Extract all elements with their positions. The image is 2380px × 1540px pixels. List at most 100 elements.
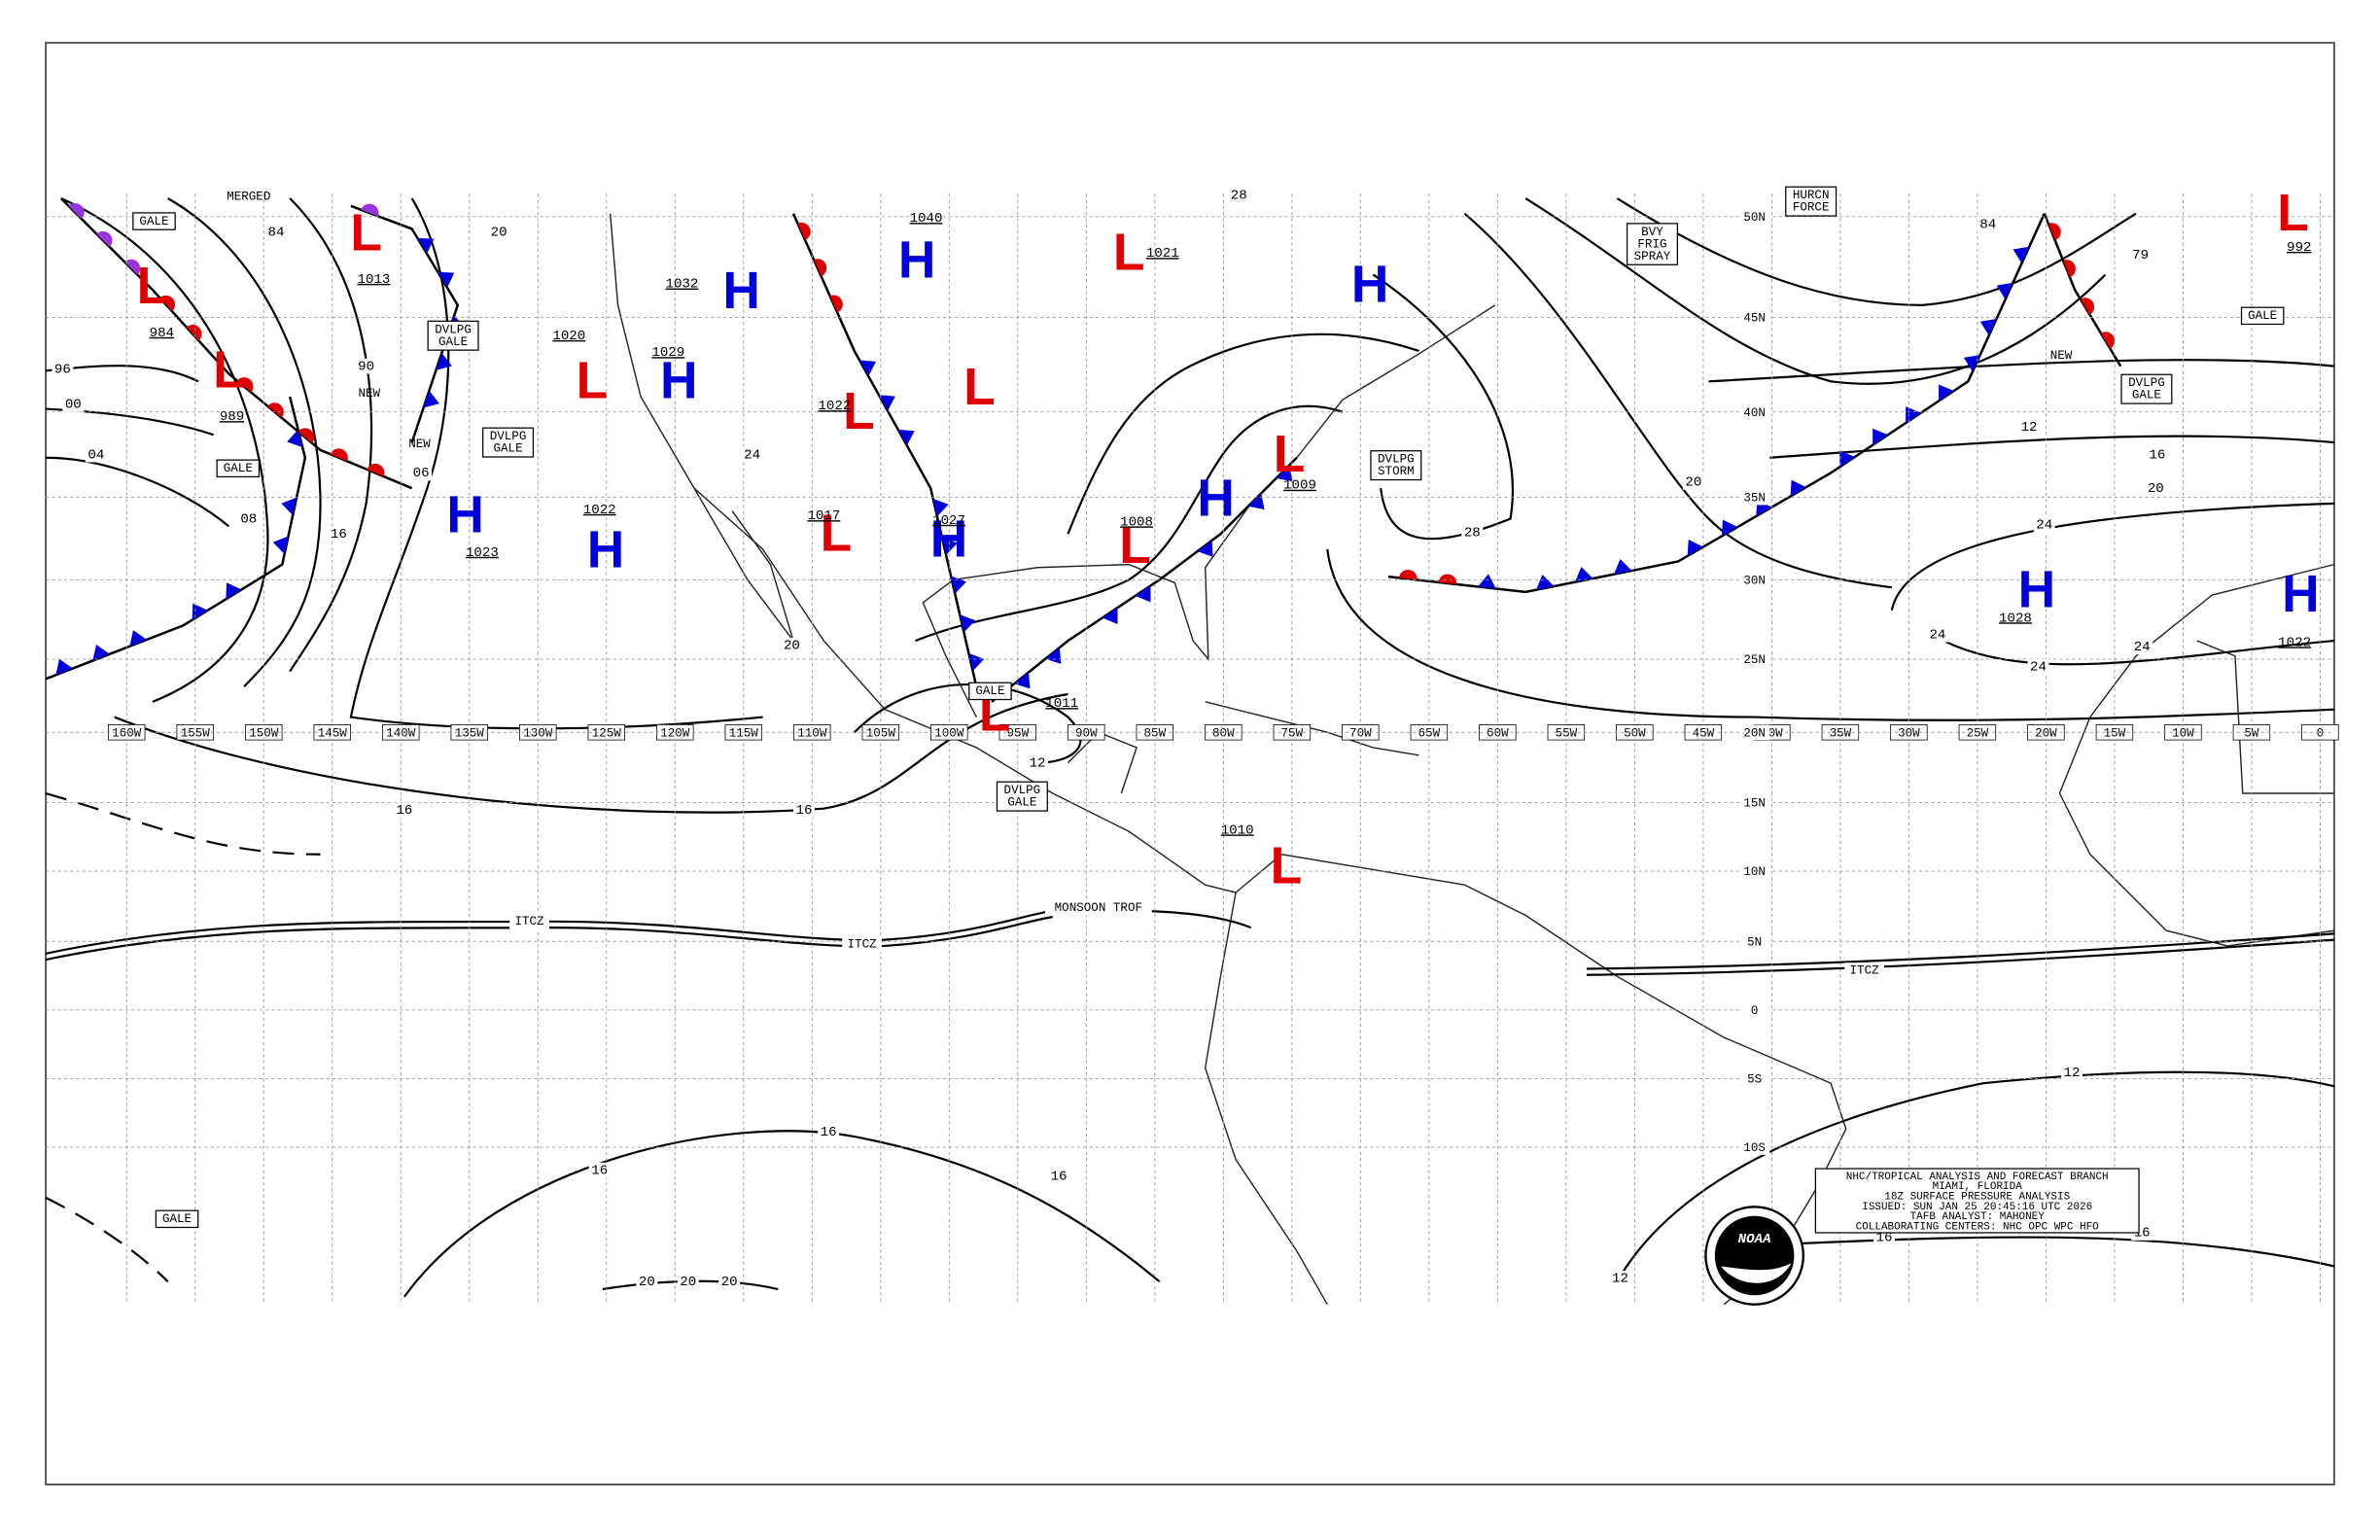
warning-label: DVLPG bbox=[1378, 453, 1415, 467]
lon-label: 5W bbox=[2244, 726, 2259, 740]
pressure-center-symbol: H bbox=[2018, 562, 2056, 619]
fronts bbox=[45, 197, 2122, 703]
lat-label-box bbox=[1738, 863, 1770, 879]
warning-box bbox=[1626, 223, 1678, 265]
itcz-label-bg bbox=[509, 913, 549, 929]
warning-label: HURCN bbox=[1793, 189, 1830, 202]
lon-label-box bbox=[2095, 724, 2134, 741]
warm-front-barb bbox=[367, 464, 385, 477]
lat-label: 0 bbox=[1751, 1004, 1759, 1018]
pressure-value: 1023 bbox=[466, 545, 499, 561]
lat-label-box bbox=[1738, 651, 1770, 667]
warning-label: GALE bbox=[493, 442, 522, 456]
lon-label: 65W bbox=[1418, 726, 1441, 740]
lon-label: 35W bbox=[1830, 726, 1852, 740]
lon-label: 120W bbox=[660, 726, 690, 740]
pressure-value: 1028 bbox=[1999, 611, 2032, 626]
cold-front-barb bbox=[951, 576, 966, 594]
pressure-value: 1009 bbox=[1283, 478, 1316, 494]
warning-box bbox=[968, 682, 1012, 701]
lon-label: 15W bbox=[2104, 726, 2126, 740]
isobar-label-bg bbox=[1682, 474, 1704, 490]
lon-label: 130W bbox=[523, 726, 553, 740]
warm-front-barb bbox=[361, 203, 379, 217]
cold-front-barb bbox=[1906, 406, 1921, 424]
isobar-label: 24 bbox=[1929, 628, 1945, 644]
isobar-label: 96 bbox=[54, 362, 71, 377]
warning-box bbox=[155, 1209, 199, 1229]
isobar-label: 84 bbox=[1979, 217, 1996, 232]
cold-front-barb bbox=[878, 395, 895, 411]
lon-label-box bbox=[861, 724, 900, 741]
warning-box bbox=[1785, 186, 1838, 217]
isobar-label: 06 bbox=[413, 466, 430, 481]
isobar-label-bg bbox=[741, 446, 763, 463]
lat-label-box bbox=[1738, 794, 1770, 811]
info-line: MIAMI, FLORIDA bbox=[1933, 1181, 2023, 1193]
pressure-value: 992 bbox=[2287, 240, 2311, 256]
isobar-label: 24 bbox=[744, 447, 760, 463]
lat-label-box bbox=[1738, 309, 1770, 326]
cold-front-barb bbox=[897, 429, 915, 446]
warning-label: FRIG bbox=[1637, 237, 1666, 251]
warm-front-barb bbox=[1398, 570, 1418, 580]
pressure-value: 984 bbox=[150, 326, 174, 341]
cold-front-barb bbox=[932, 498, 949, 517]
cold-front-barb bbox=[1045, 647, 1062, 664]
pressure-center-symbol: L bbox=[843, 383, 875, 440]
pressure-center-symbol: L bbox=[213, 342, 245, 400]
note-label: MERGED bbox=[227, 191, 270, 204]
isobar-label: 04 bbox=[88, 447, 104, 463]
warning-label: GALE bbox=[162, 1212, 192, 1226]
pressure-center-symbol: H bbox=[1351, 257, 1389, 314]
lat-label-box bbox=[1738, 724, 1770, 741]
lat-label: 30N bbox=[1743, 574, 1766, 587]
cold-front-barb bbox=[417, 237, 435, 254]
warning-label: DVLPG bbox=[490, 430, 527, 443]
pressure-center-symbol: L bbox=[2277, 185, 2309, 242]
pressure-center-symbol: H bbox=[660, 353, 698, 410]
pressure-center-symbol: L bbox=[350, 204, 382, 262]
warm-front-barb bbox=[68, 203, 85, 220]
warm-front-barb bbox=[298, 428, 315, 443]
isobar-label: 12 bbox=[2064, 1066, 2081, 1081]
lon-label-box bbox=[793, 724, 831, 741]
cold-front-barb bbox=[1135, 585, 1151, 603]
isobar-label-bg bbox=[1926, 626, 1948, 643]
isobar-label: 12 bbox=[1030, 755, 1046, 771]
pressure-center-symbol: H bbox=[587, 522, 625, 579]
pressure-value: 1008 bbox=[1120, 514, 1153, 530]
warm-front-barb bbox=[829, 295, 843, 313]
pressure-value: 989 bbox=[220, 409, 244, 425]
warm-front-barb bbox=[267, 402, 284, 418]
isobar-label-bg bbox=[1977, 216, 1999, 232]
cold-front-barb bbox=[941, 537, 958, 555]
lat-label-box bbox=[1738, 933, 1770, 950]
lon-label: 45W bbox=[1693, 726, 1715, 740]
front-line bbox=[59, 197, 413, 490]
warning-box bbox=[427, 320, 479, 351]
warning-box bbox=[216, 459, 261, 478]
isobar-label: 20 bbox=[784, 639, 800, 654]
lon-label: 135W bbox=[455, 726, 485, 740]
noaa-logo: NOAA bbox=[1704, 1206, 1805, 1306]
lon-label: 80W bbox=[1212, 726, 1235, 740]
pressure-value: 1017 bbox=[807, 508, 840, 524]
lon-label: 90W bbox=[1075, 726, 1098, 740]
warning-box bbox=[132, 212, 176, 230]
lon-label: 0 bbox=[2317, 726, 2325, 740]
isobar-label-bg bbox=[588, 1162, 611, 1178]
pressure-center-symbol: L bbox=[1271, 838, 1303, 895]
lon-label-box bbox=[1479, 724, 1517, 741]
cold-front-barb bbox=[1963, 355, 1980, 372]
lat-label: 5S bbox=[1747, 1073, 1762, 1087]
warm-front-barb bbox=[2063, 260, 2076, 278]
lat-label-box bbox=[1738, 403, 1770, 420]
lat-label: 5N bbox=[1747, 935, 1762, 949]
warning-label: GALE bbox=[224, 462, 253, 475]
isobar-label-bg bbox=[1027, 754, 1049, 771]
isobar-label-bg bbox=[818, 1124, 840, 1140]
lat-label: 40N bbox=[1743, 406, 1766, 420]
lon-label-box bbox=[1684, 724, 1723, 741]
cold-front-barb bbox=[436, 352, 452, 370]
